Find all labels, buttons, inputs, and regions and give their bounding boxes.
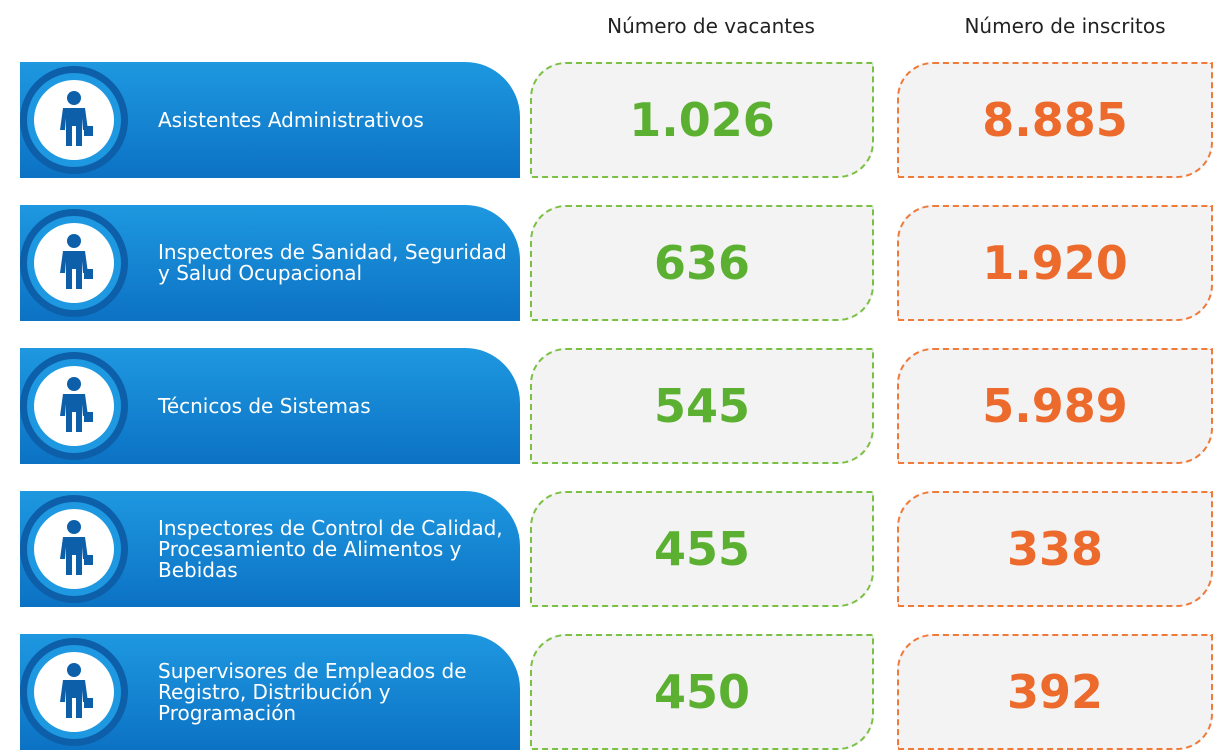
applicants-value: 392 (897, 634, 1213, 750)
table-row: Supervisores de Empleados de Registro, D… (0, 634, 1213, 750)
applicants-value: 338 (897, 491, 1213, 607)
table-row: Inspectores de Control de Calidad, Proce… (0, 491, 1213, 607)
person-icon (60, 663, 93, 718)
person-icon (60, 234, 93, 289)
header-applicants: Número de inscritos (964, 14, 1166, 38)
table-row: Asistentes Administrativos 1.026 8.885 (0, 62, 1213, 178)
occupation-label: Técnicos de Sistemas (158, 393, 371, 418)
applicants-value: 5.989 (897, 348, 1213, 464)
applicants-value: 1.920 (897, 205, 1213, 321)
table-row: Inspectores de Sanidad, Seguridad y Salu… (0, 205, 1213, 321)
vacancies-value: 636 (530, 205, 874, 321)
vacancies-value: 450 (530, 634, 874, 750)
applicants-value: 8.885 (897, 62, 1213, 178)
occupation-label: Inspectores de Control de Calidad, Proce… (158, 515, 503, 582)
header-vacancies: Número de vacantes (607, 14, 815, 38)
vacancies-value: 455 (530, 491, 874, 607)
occupation-label: Inspectores de Sanidad, Seguridad y Salu… (158, 240, 507, 285)
person-icon (60, 91, 93, 146)
vacancies-value: 545 (530, 348, 874, 464)
occupation-label: Asistentes Administrativos (158, 107, 424, 132)
person-icon (60, 377, 93, 432)
vacancies-value: 1.026 (530, 62, 874, 178)
person-icon (60, 520, 93, 575)
occupation-label: Supervisores de Empleados de Registro, D… (158, 658, 467, 725)
table-row: Técnicos de Sistemas 545 5.989 (0, 348, 1213, 464)
